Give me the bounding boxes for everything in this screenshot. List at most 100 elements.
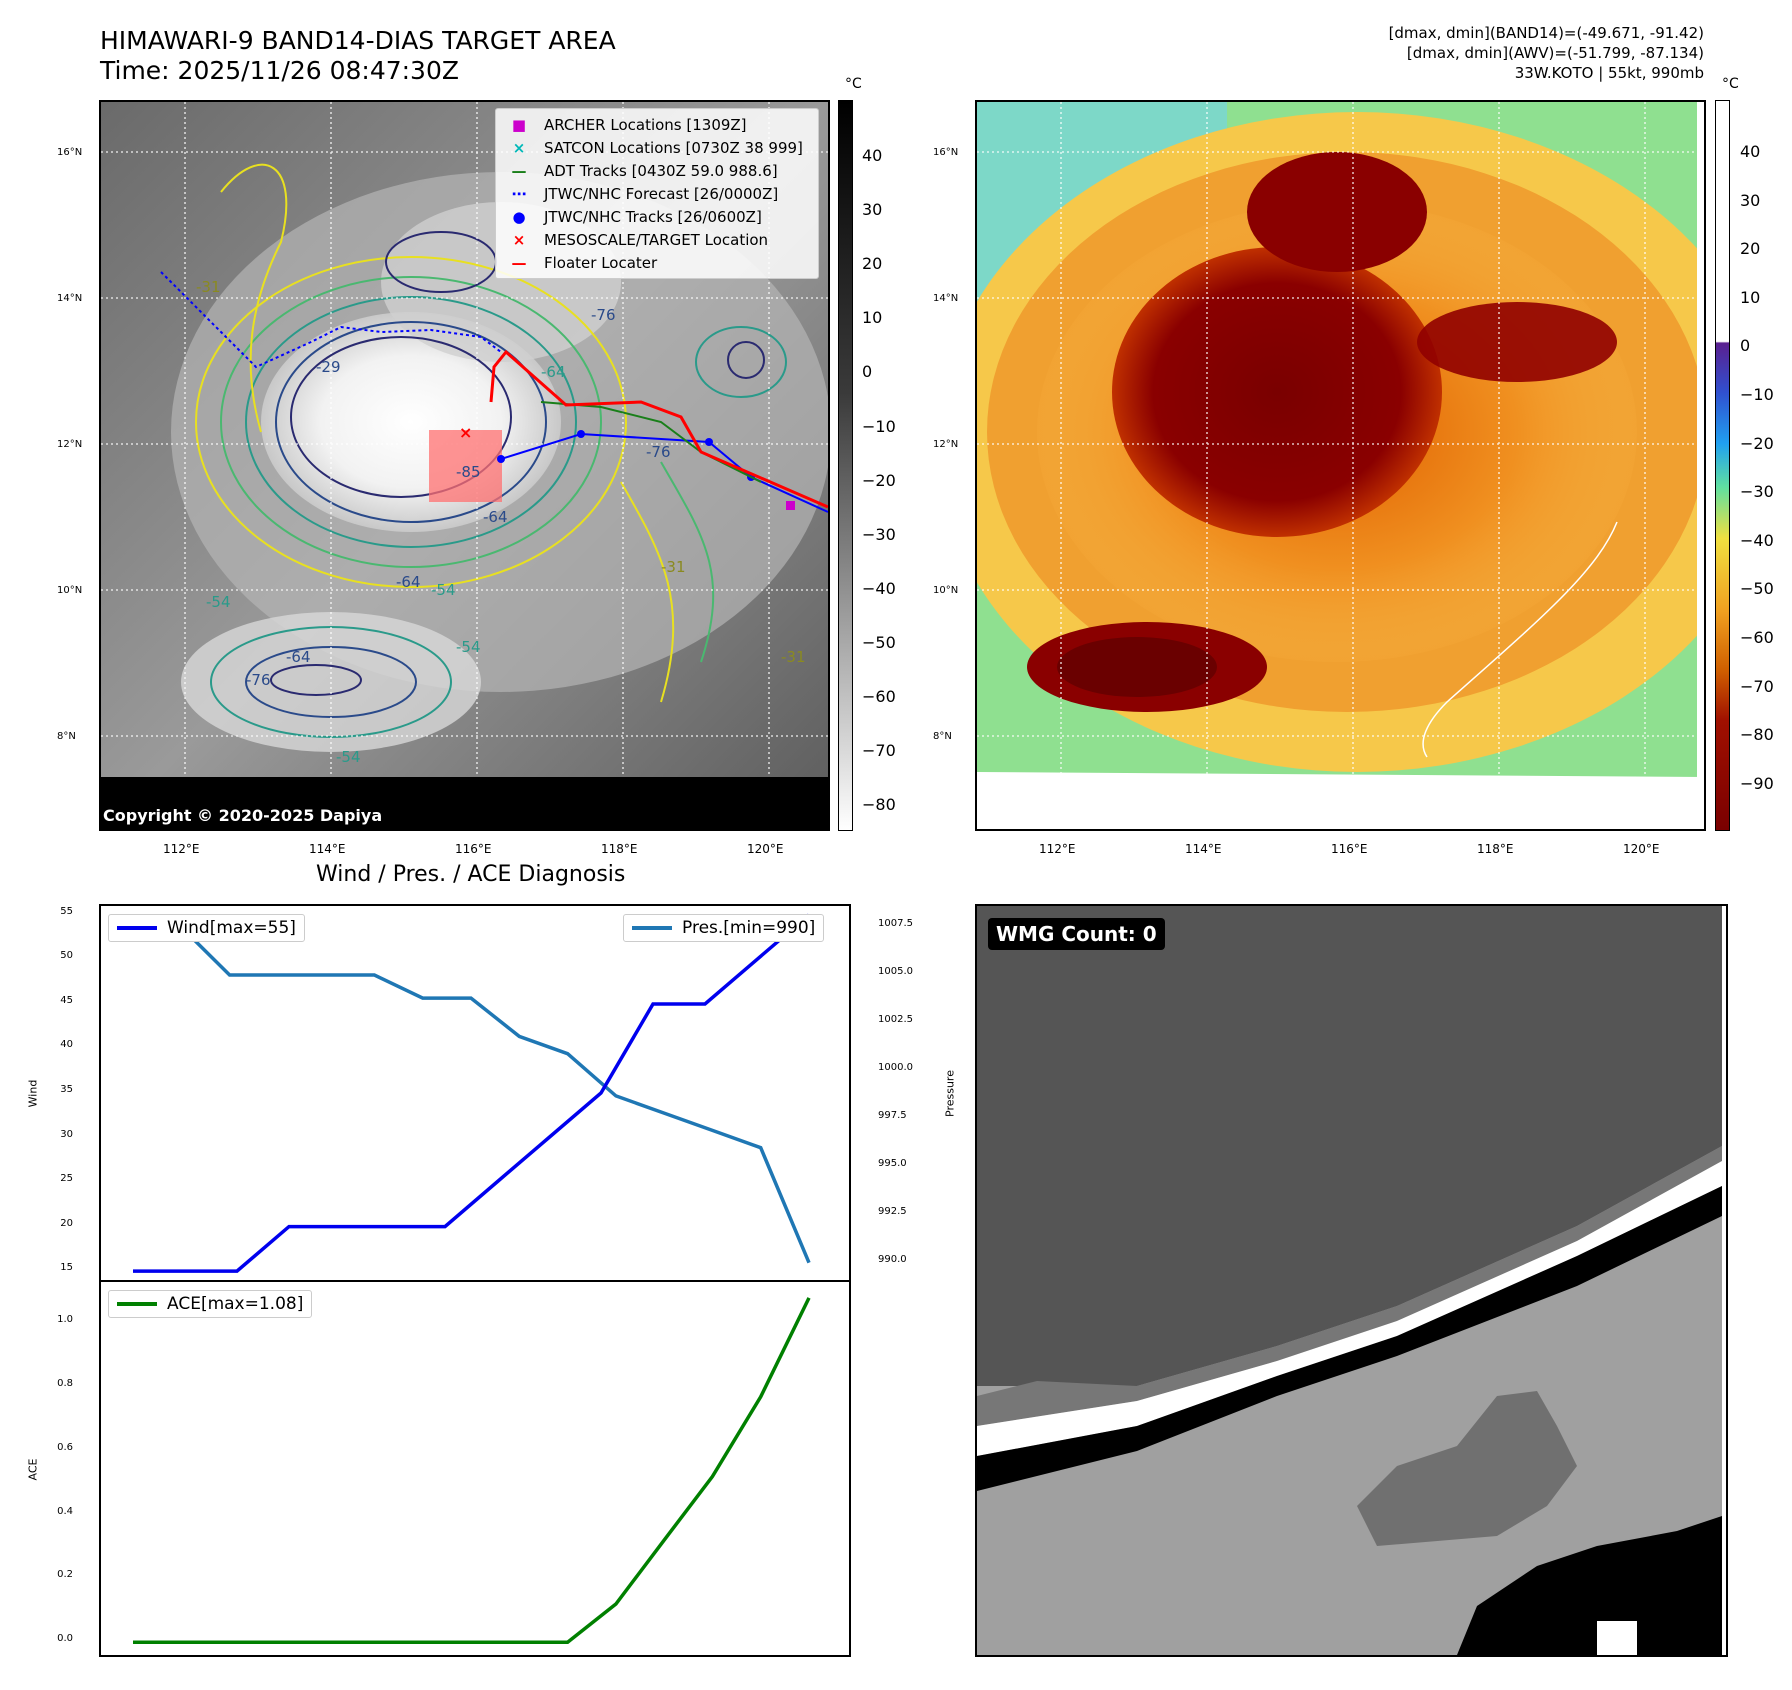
colorbar-tick: 40 bbox=[862, 146, 883, 165]
lon-label: 118°E bbox=[601, 842, 638, 856]
pressure-tick: 1002.5 bbox=[878, 1013, 913, 1025]
contour-label: -29 bbox=[316, 358, 341, 376]
wind-pressure-panel bbox=[99, 904, 851, 1282]
legend-label: JTWC/NHC Tracks [26/0600Z] bbox=[544, 207, 762, 226]
wind-legend: Wind[max=55] bbox=[108, 914, 305, 942]
color-colorbar bbox=[1715, 100, 1730, 831]
ace-axis-label: ACE bbox=[26, 1458, 40, 1481]
lon-label: 116°E bbox=[1331, 842, 1368, 856]
contour-label: -31 bbox=[781, 648, 806, 666]
wind-tick: 50 bbox=[60, 950, 73, 962]
wmg-count: WMG Count: 0 bbox=[988, 918, 1165, 950]
pressure-axis-label: Pressure bbox=[943, 1070, 957, 1117]
pressure-tick: 990.0 bbox=[878, 1253, 907, 1265]
colorbar-tick: 40 bbox=[1740, 142, 1761, 161]
lat-label: 10°N bbox=[933, 585, 959, 596]
colorbar-tick: 0 bbox=[1740, 336, 1751, 356]
colorbar-tick: −30 bbox=[1740, 482, 1774, 502]
contour-label: -54 bbox=[456, 638, 481, 656]
info-storm: 33W.KOTO | 55kt, 990mb bbox=[1514, 64, 1704, 82]
colorbar-tick: 10 bbox=[1740, 287, 1761, 307]
pressure-tick: 1007.5 bbox=[878, 918, 913, 930]
ace-line bbox=[133, 1297, 811, 1644]
colorbar-tick: −70 bbox=[862, 741, 896, 761]
colorbar-tick: −20 bbox=[862, 470, 896, 490]
contour-label: -64 bbox=[541, 363, 566, 381]
contour-label: -76 bbox=[646, 443, 671, 461]
satcon-icon: × bbox=[512, 138, 526, 157]
contour-label: -76 bbox=[246, 671, 271, 689]
adt-line-icon: — bbox=[511, 161, 527, 180]
lon-label: 120°E bbox=[1623, 842, 1660, 856]
ace-panel bbox=[99, 1280, 851, 1657]
wind-axis-label: Wind bbox=[26, 1079, 40, 1108]
wind-tick: 15 bbox=[60, 1262, 73, 1274]
legend-label: ADT Tracks [0430Z 59.0 988.6] bbox=[544, 161, 778, 180]
contour-label: -54 bbox=[431, 581, 456, 599]
lat-label: 14°N bbox=[57, 293, 83, 304]
lon-label: 116°E bbox=[455, 842, 492, 856]
pressure-tick: 995.0 bbox=[878, 1157, 907, 1169]
contour-label: -54 bbox=[336, 748, 361, 766]
legend-label: SATCON Locations [0730Z 38 999] bbox=[544, 138, 803, 157]
pressure-line bbox=[133, 925, 811, 1264]
figure-time: Time: 2025/11/26 08:47:30Z bbox=[100, 56, 459, 85]
colorbar-tick: −50 bbox=[862, 632, 896, 652]
legend-label: ACE[max=1.08] bbox=[167, 1294, 304, 1314]
ace-tick: 0.0 bbox=[57, 1633, 73, 1645]
legend-label: Wind[max=55] bbox=[167, 918, 296, 938]
legend-label: MESOSCALE/TARGET Location bbox=[544, 230, 769, 249]
colorbar-tick: 20 bbox=[862, 254, 883, 274]
lon-label: 114°E bbox=[1185, 842, 1222, 856]
colorbar-tick: −50 bbox=[1740, 579, 1774, 599]
pressure-tick: 997.5 bbox=[878, 1109, 907, 1121]
floater-line-icon: — bbox=[511, 253, 527, 272]
lat-label: 12°N bbox=[933, 439, 959, 450]
track-dot-icon: ● bbox=[512, 207, 526, 226]
colorbar-tick: 30 bbox=[1740, 190, 1761, 210]
lon-label: 114°E bbox=[309, 842, 346, 856]
pressure-legend-line bbox=[632, 926, 672, 930]
colorbar-tick: −90 bbox=[1740, 773, 1774, 793]
diagnosis-title: Wind / Pres. / ACE Diagnosis bbox=[316, 862, 626, 887]
lon-label: 112°E bbox=[1039, 842, 1076, 856]
colorbar-tick: 30 bbox=[862, 200, 883, 220]
map-legend: ■ ARCHER Locations [1309Z] × SATCON Locati… bbox=[495, 108, 819, 279]
colorbar-tick: 20 bbox=[1740, 239, 1761, 259]
contour-label: -64 bbox=[286, 648, 311, 666]
archer-icon: ■ bbox=[511, 115, 527, 134]
colorbar-tick: −80 bbox=[862, 795, 896, 815]
wind-tick: 30 bbox=[60, 1128, 73, 1140]
colorbar-tick: 10 bbox=[862, 308, 883, 328]
lat-label: 16°N bbox=[57, 147, 83, 158]
lon-label: 112°E bbox=[163, 842, 200, 856]
lon-label: 118°E bbox=[1477, 842, 1514, 856]
contour-label: -76 bbox=[591, 306, 616, 324]
ace-tick: 0.2 bbox=[57, 1569, 73, 1581]
lat-label: 10°N bbox=[57, 585, 83, 596]
wind-line bbox=[133, 913, 811, 1273]
info-band14: [dmax, dmin](BAND14)=(-49.671, -91.42) bbox=[1388, 24, 1704, 42]
ace-tick: 0.8 bbox=[57, 1378, 73, 1390]
contour-label: -64 bbox=[483, 508, 508, 526]
colorbar-tick: −80 bbox=[1740, 725, 1774, 745]
target-x-icon: × bbox=[512, 230, 526, 249]
ace-tick: 0.4 bbox=[57, 1505, 73, 1517]
colorbar-tick: −10 bbox=[862, 416, 896, 436]
legend-label: JTWC/NHC Forecast [26/0000Z] bbox=[544, 184, 779, 203]
pressure-tick: 1000.0 bbox=[878, 1061, 913, 1073]
pressure-legend: Pres.[min=990] bbox=[623, 914, 825, 942]
colorbar-tick: −70 bbox=[1740, 676, 1774, 696]
legend-label: Pres.[min=990] bbox=[682, 918, 816, 938]
wind-tick: 45 bbox=[60, 994, 73, 1006]
colorbar-unit: °C bbox=[1722, 76, 1739, 92]
legend-label: ARCHER Locations [1309Z] bbox=[544, 115, 747, 134]
colorbar-tick: −60 bbox=[862, 687, 896, 706]
contour-label: -31 bbox=[196, 278, 221, 296]
colorbar-tick: −40 bbox=[1740, 530, 1774, 550]
colorbar-tick: −20 bbox=[1740, 433, 1774, 453]
colorbar-tick: −60 bbox=[1740, 628, 1774, 647]
awv-map bbox=[975, 100, 1706, 831]
wind-tick: 55 bbox=[60, 905, 73, 917]
colorbar-unit: °C bbox=[845, 76, 862, 92]
